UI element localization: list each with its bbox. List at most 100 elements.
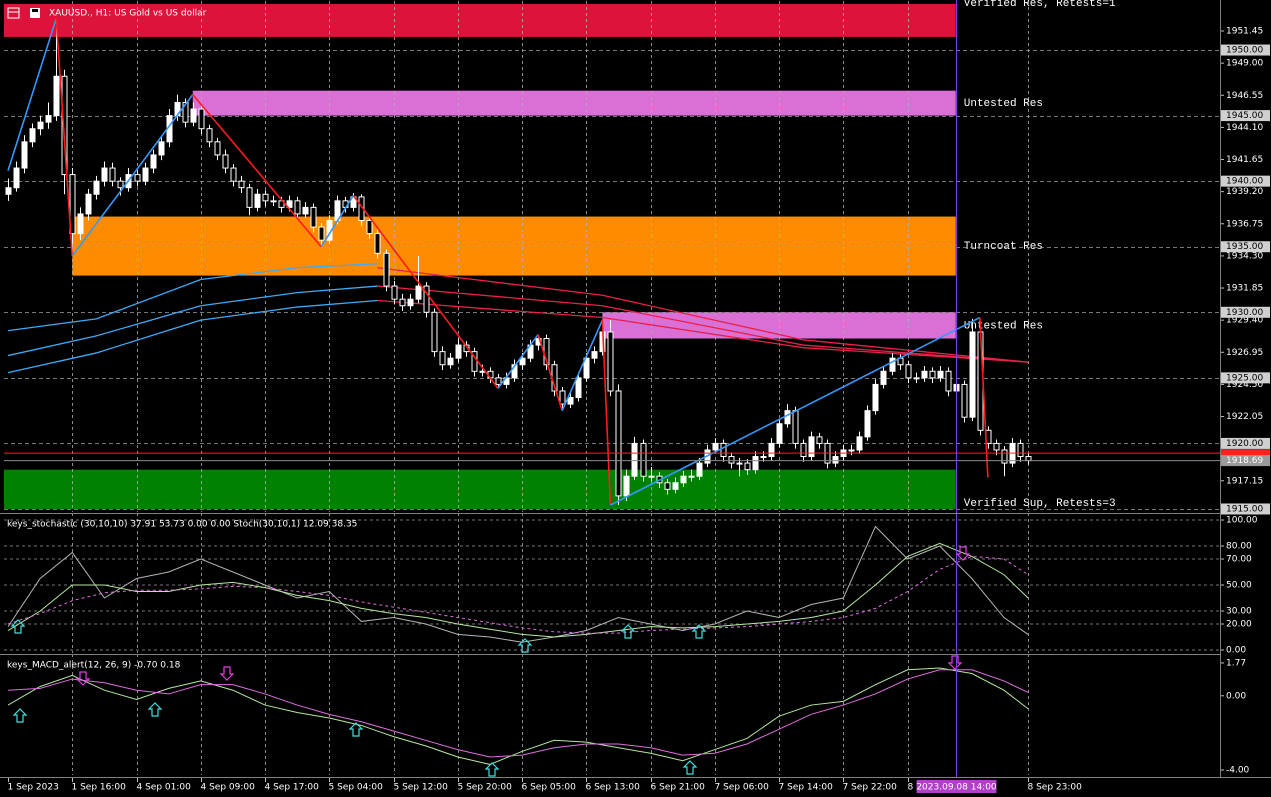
candle-body [937, 370, 944, 379]
candle-body [808, 436, 815, 458]
zone-label: Untested Res [964, 98, 1043, 110]
zigzag-leg [979, 317, 989, 478]
level-label: 1915.00 [1226, 504, 1263, 514]
y-tick-label: 1944.10 [1226, 123, 1263, 133]
icon-save[interactable] [30, 8, 40, 18]
buy-arrow [691, 624, 707, 639]
level-box [1221, 241, 1270, 253]
candle-body [214, 141, 221, 156]
candle-body [254, 193, 261, 208]
candle-body [366, 219, 373, 235]
candle-body [198, 108, 205, 130]
y-tick-label: 30.00 [1226, 607, 1252, 617]
candle-body [784, 410, 791, 425]
candle-body [921, 370, 928, 379]
sell-arrow [219, 666, 235, 681]
window-title: XAUUSD., H1: US Gold vs US dollar [49, 9, 207, 19]
candle-body [913, 377, 920, 380]
indicator-line [7, 669, 1029, 758]
zone-label: Verified Res, Retests=1 [964, 0, 1116, 10]
candle-body [142, 167, 149, 182]
level-box [1221, 503, 1270, 515]
candle-body [696, 462, 703, 477]
candle-body [872, 383, 879, 412]
y-tick-label: 50.00 [1226, 581, 1252, 591]
candle-body [374, 233, 381, 254]
icon-table[interactable] [7, 7, 20, 19]
moving-average [7, 299, 378, 374]
candle-body [399, 298, 406, 307]
candle-body [848, 449, 855, 452]
candle-body [415, 285, 422, 300]
candle-body [407, 298, 414, 307]
y-tick-label: 1936.75 [1226, 219, 1263, 229]
y-tick-label: 1922.05 [1226, 412, 1263, 422]
moving-average [377, 285, 1029, 363]
candle-body [752, 456, 759, 471]
x-tick-label: 5 Sep 20:00 [458, 783, 513, 793]
candle-body [479, 370, 486, 373]
candle-body [150, 154, 157, 169]
level-box [1221, 110, 1270, 122]
candle-body [728, 456, 735, 464]
x-tick-label: 7 Sep 22:00 [843, 783, 898, 793]
candle-body [431, 311, 438, 353]
candle-body [5, 187, 12, 195]
candle-body [664, 482, 671, 490]
moving-average [377, 299, 1029, 363]
candle-body [640, 442, 647, 477]
buy-arrow [12, 708, 28, 723]
candle-body [519, 357, 526, 366]
candle-body [230, 167, 237, 182]
candle-body [1017, 442, 1024, 458]
zone-label: Untested Res [964, 320, 1043, 332]
level-box [1221, 306, 1270, 318]
candle-body [134, 174, 141, 182]
candle-body [961, 383, 968, 418]
zigzag-leg [71, 94, 194, 257]
candle-body [302, 206, 309, 215]
x-tick-label: 4 Sep 09:00 [201, 783, 256, 793]
level-label: 1920.00 [1226, 439, 1263, 449]
candle-body [61, 75, 68, 176]
y-tick-label: 1929.40 [1226, 316, 1263, 326]
candle-body [856, 436, 863, 451]
candle-body [294, 200, 301, 215]
x-tick-label: 4 Sep 01:00 [137, 783, 192, 793]
candle-body [832, 456, 839, 464]
zigzag-leg [55, 18, 74, 256]
zigzag-leg [7, 18, 57, 171]
candle-body [182, 101, 189, 123]
candle-body [246, 187, 253, 208]
y-tick-label: 1939.20 [1226, 187, 1263, 197]
candle-body [447, 357, 454, 366]
candle-body [776, 423, 783, 444]
candle-body [672, 482, 679, 490]
candle-body [262, 193, 269, 202]
level-box [1221, 175, 1270, 187]
candle-body [222, 154, 229, 169]
y-tick-label: 1926.95 [1226, 348, 1263, 358]
y-tick-label: 1934.30 [1226, 251, 1263, 261]
zigzag-leg [601, 320, 612, 506]
level-label: 1925.00 [1226, 373, 1263, 383]
candle-body [423, 285, 430, 313]
x-tick-label: 6 Sep 21:00 [651, 783, 706, 793]
level-label: 1935.00 [1226, 242, 1263, 252]
candle-body [615, 390, 622, 497]
candle-body [744, 462, 751, 471]
candle-body [760, 456, 767, 459]
zone [192, 90, 956, 116]
candle-body [85, 193, 92, 215]
x-tick-label: 1 Sep 16:00 [72, 783, 127, 793]
y-tick-label: 1951.45 [1226, 27, 1263, 37]
buy-arrow [517, 638, 533, 653]
y-tick-label: 1.77 [1226, 658, 1246, 668]
sell-arrow [955, 546, 971, 561]
bid-marker [1221, 449, 1270, 458]
indicator-line [7, 555, 1029, 634]
level-label: 1950.00 [1226, 46, 1263, 56]
y-tick-label: 70.00 [1226, 555, 1252, 565]
zone [4, 4, 956, 37]
